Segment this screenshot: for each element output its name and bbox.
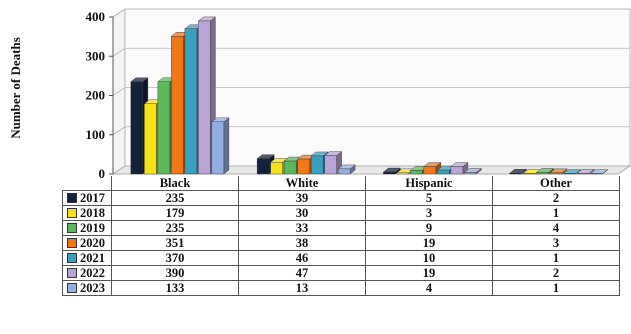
bar-other-2022 [576,168,595,175]
table-corner [63,176,112,191]
series-label: 2023 [80,281,105,295]
legend-swatch [67,193,77,204]
bar-other-2023 [590,169,609,175]
category-label: White [238,176,366,191]
series-label: 2020 [80,236,105,250]
table-cell: 47 [238,265,366,281]
table-cell: 235 [111,190,239,206]
table-row: 2017 235 39 5 2 [62,190,620,206]
legend-swatch [67,253,77,264]
legend-swatch [67,268,77,279]
legend-swatch [67,238,77,249]
table-cell: 46 [238,250,366,266]
table-cell: 1 [492,280,620,296]
series-label: 2017 [80,191,105,205]
y-tick-label: 400 [86,9,106,24]
table-cell: 33 [238,220,366,236]
y-tick-label: 200 [86,88,106,103]
data-table: Black White Hispanic Other 2017 235 39 5 2 2018 17… [62,176,620,296]
y-tick-label: 300 [86,48,106,63]
table-cell: 30 [238,205,366,221]
category-label: Hispanic [365,176,493,191]
table-cell: 39 [238,190,366,206]
series-label: 2018 [80,206,105,220]
table-cell: 390 [111,265,239,281]
table-cell: 3 [365,205,493,221]
series-label: 2022 [80,266,105,280]
table-cell: 133 [111,280,239,296]
bar-other-2021 [563,169,582,175]
table-cell: 351 [111,235,239,251]
table-cell: 4 [492,220,620,236]
table-cell: 1 [492,205,620,221]
category-label: Other [492,176,620,191]
table-row: 2022 390 47 19 2 [62,265,620,281]
table-cell: 2 [492,265,620,281]
table-cell: 5 [365,190,493,206]
table-cell: 235 [111,220,239,236]
table-cell: 4 [365,280,493,296]
bar-other-2017 [509,168,528,175]
series-label: 2019 [80,221,105,235]
table-cell: 370 [111,250,239,266]
legend-swatch [67,283,77,294]
table-row: 2018 179 30 3 1 [62,205,620,221]
legend-swatch [67,223,77,234]
bar-hispanic-2022 [450,162,469,175]
table-cell: 10 [365,250,493,266]
series-label: 2021 [80,251,105,265]
table-cell: 19 [365,235,493,251]
y-axis-label: Number of Deaths [8,37,23,139]
bar-white-2022 [324,151,343,175]
bar-white-2017 [256,154,275,175]
table-cell: 13 [238,280,366,296]
table-row: 2021 370 46 10 1 [62,250,620,266]
bar-other-2020 [549,168,568,175]
table-cell: 19 [365,265,493,281]
table-row: 2023 133 13 4 1 [62,280,620,296]
category-label: Black [111,176,239,191]
table-row: 2020 351 38 19 3 [62,235,620,251]
table-cell: 38 [238,235,366,251]
table-cell: 9 [365,220,493,236]
table-row: 2019 235 33 9 4 [62,220,620,236]
bar-hispanic-2020 [423,162,442,175]
bar-hispanic-2023 [463,168,482,175]
table-cell: 1 [492,250,620,266]
table-cell: 3 [492,235,620,251]
y-tick-label: 0 [99,166,106,181]
bar-white-2023 [337,164,356,175]
table-cell: 179 [111,205,239,221]
bar-black-2023 [211,117,230,175]
y-tick-label: 100 [86,127,106,142]
legend-swatch [67,208,77,219]
table-cell: 2 [492,190,620,206]
